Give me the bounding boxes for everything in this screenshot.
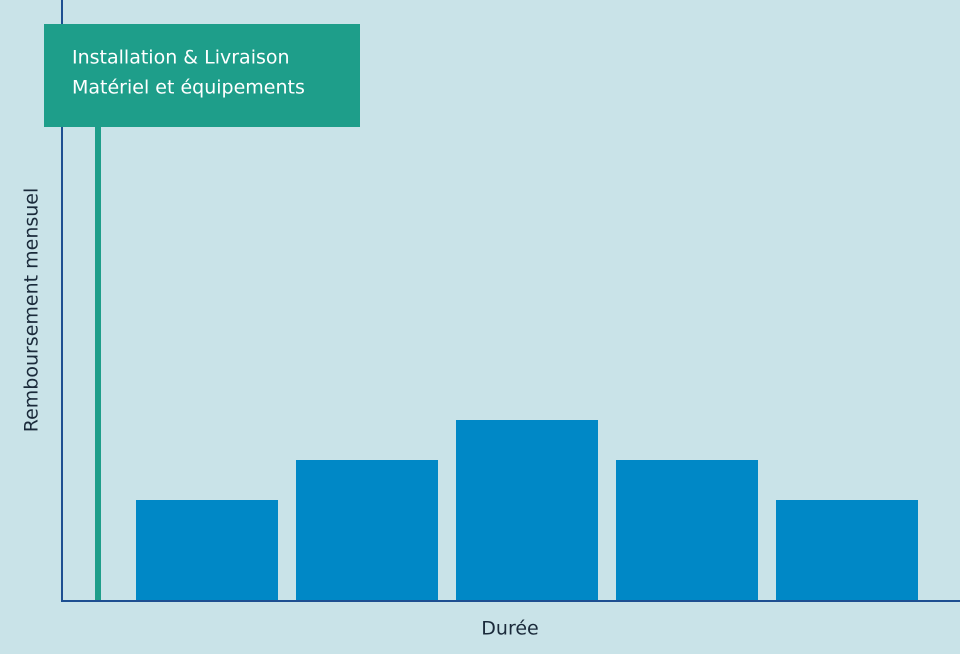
bar xyxy=(136,500,278,600)
y-axis-label: Remboursement mensuel xyxy=(21,188,43,433)
bar xyxy=(456,420,598,600)
bar xyxy=(616,460,758,600)
annotation-text: Installation & Livraison xyxy=(72,47,290,69)
bar xyxy=(296,460,438,600)
bar xyxy=(776,500,918,600)
annotation-text: Matériel et équipements xyxy=(72,77,305,99)
annotation-box xyxy=(44,24,360,127)
x-axis-label: Durée xyxy=(481,618,538,640)
